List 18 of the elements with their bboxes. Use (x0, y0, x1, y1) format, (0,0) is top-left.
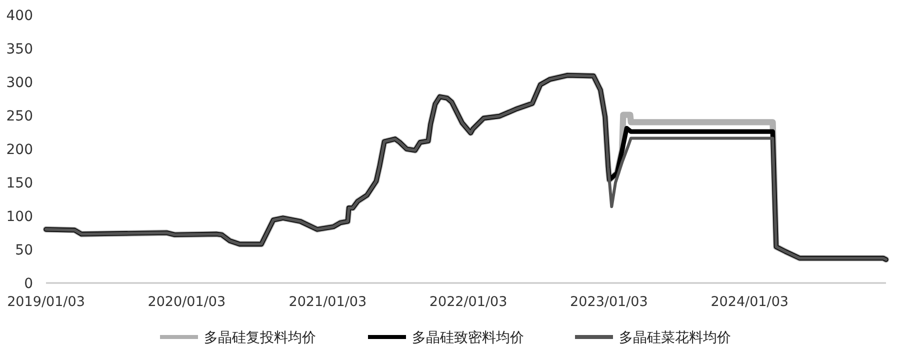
x-tick-label: 2022/01/03 (429, 294, 508, 310)
y-tick-label: 150 (6, 176, 33, 192)
x-tick-label: 2019/01/03 (7, 294, 85, 310)
x-tick-label: 2020/01/03 (148, 294, 226, 310)
legend-label: 多晶硅复投料均价 (204, 330, 316, 346)
x-tick-label: 2021/01/03 (288, 294, 367, 310)
y-tick-label: 250 (6, 108, 33, 124)
y-tick-label: 350 (6, 42, 33, 58)
y-tick-label: 300 (6, 75, 33, 91)
legend-label: 多晶硅致密料均价 (412, 330, 524, 346)
y-tick-label: 400 (6, 8, 33, 24)
legend-label: 多晶硅菜花料均价 (619, 330, 731, 346)
y-tick-label: 0 (24, 276, 33, 292)
x-tick-label: 2023/01/03 (570, 294, 648, 310)
y-tick-label: 100 (6, 209, 33, 225)
y-tick-label: 200 (6, 142, 33, 158)
y-tick-label: 50 (15, 242, 33, 258)
x-tick-label: 2024/01/03 (710, 294, 789, 310)
